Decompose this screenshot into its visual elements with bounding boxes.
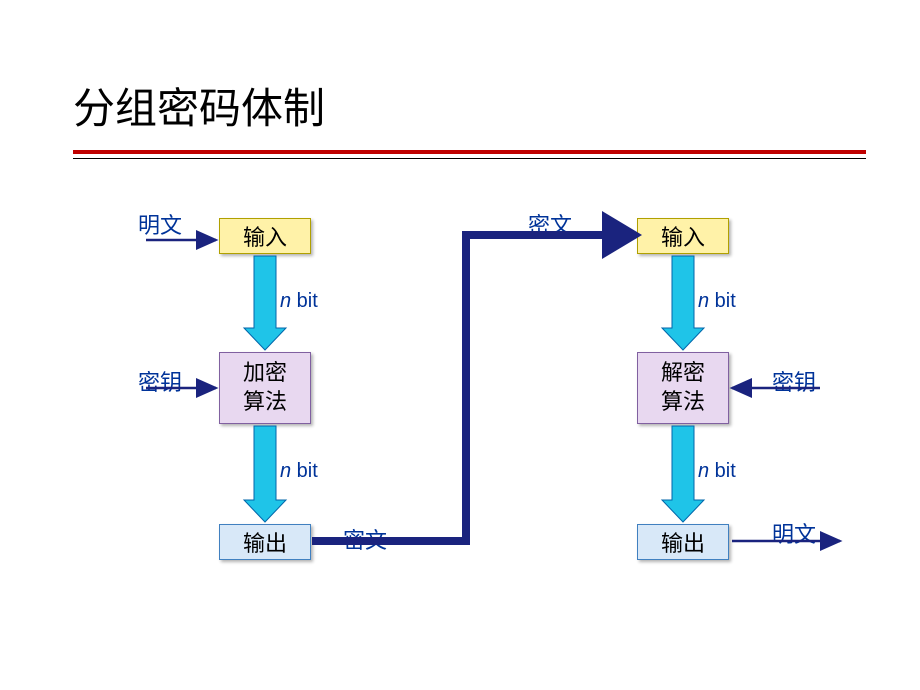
label-key-right: 密钥 (772, 365, 816, 397)
page-title: 分组密码体制 (73, 75, 325, 136)
title-red-line (73, 150, 866, 154)
label-key-left: 密钥 (138, 365, 182, 397)
label-ciphertext-mid-out: 密文 (343, 523, 387, 555)
box-decrypt-algo: 解密算法 (637, 352, 729, 424)
box-input-right: 输入 (637, 218, 729, 254)
box-output-right: 输出 (637, 524, 729, 560)
bit-label-r2: n bit (698, 460, 736, 483)
label-plaintext-right: 明文 (772, 517, 816, 549)
label-plaintext-left: 明文 (138, 208, 182, 240)
box-encrypt-algo: 加密算法 (219, 352, 311, 424)
box-input-left: 输入 (219, 218, 311, 254)
label-ciphertext-mid-in: 密文 (528, 208, 572, 240)
title-thin-line (73, 158, 866, 159)
box-output-left: 输出 (219, 524, 311, 560)
bit-label-l1: n bit (280, 290, 318, 313)
bit-label-r1: n bit (698, 290, 736, 313)
bit-label-l2: n bit (280, 460, 318, 483)
